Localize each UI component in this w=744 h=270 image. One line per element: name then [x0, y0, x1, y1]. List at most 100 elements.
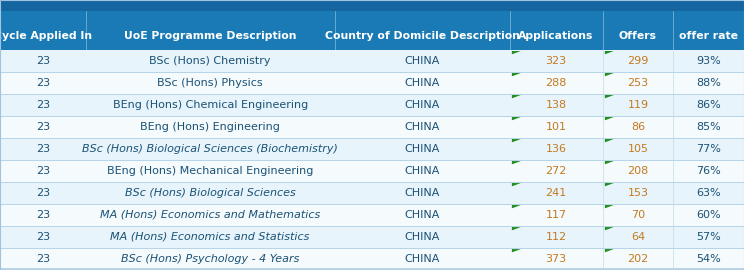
Bar	[335, 116, 510, 138]
Bar	[86, 94, 335, 116]
Bar	[0, 182, 86, 204]
Bar	[0, 0, 744, 11]
Text: CHINA: CHINA	[405, 56, 440, 66]
Text: UoE Programme Description: UoE Programme Description	[124, 31, 296, 41]
Text: 76%: 76%	[696, 166, 721, 176]
Text: 373: 373	[545, 254, 567, 264]
Bar	[86, 116, 335, 138]
Text: 93%: 93%	[696, 56, 721, 66]
Polygon shape	[512, 183, 521, 186]
Polygon shape	[605, 249, 614, 252]
Polygon shape	[512, 95, 521, 98]
Bar	[603, 248, 673, 270]
Bar	[510, 72, 603, 94]
Bar	[0, 138, 86, 160]
Bar	[335, 182, 510, 204]
Text: Applications: Applications	[519, 31, 594, 41]
Text: 23: 23	[36, 56, 50, 66]
Text: 153: 153	[627, 188, 649, 198]
Bar	[673, 11, 744, 50]
Text: CHINA: CHINA	[405, 188, 440, 198]
Polygon shape	[512, 73, 521, 76]
Bar	[510, 160, 603, 182]
Text: BSc (Hons) Chemistry: BSc (Hons) Chemistry	[150, 56, 271, 66]
Bar	[86, 50, 335, 72]
Bar	[335, 94, 510, 116]
Bar	[86, 226, 335, 248]
Bar	[510, 11, 603, 50]
Text: BSc (Hons) Biological Sciences (Biochemistry): BSc (Hons) Biological Sciences (Biochemi…	[83, 144, 338, 154]
Text: 323: 323	[545, 56, 567, 66]
Bar	[510, 138, 603, 160]
Bar	[335, 204, 510, 226]
Text: offer rate: offer rate	[679, 31, 738, 41]
Text: CHINA: CHINA	[405, 232, 440, 242]
Polygon shape	[605, 73, 614, 76]
Bar	[510, 182, 603, 204]
Bar	[673, 94, 744, 116]
Text: 23: 23	[36, 232, 50, 242]
Text: Offers: Offers	[619, 31, 657, 41]
Bar	[335, 138, 510, 160]
Text: 57%: 57%	[696, 232, 721, 242]
Text: CHINA: CHINA	[405, 144, 440, 154]
Polygon shape	[605, 139, 614, 142]
Polygon shape	[605, 161, 614, 164]
Text: 202: 202	[627, 254, 649, 264]
Bar	[673, 50, 744, 72]
Text: 54%: 54%	[696, 254, 721, 264]
Bar	[0, 248, 86, 270]
Text: 253: 253	[627, 78, 649, 88]
Text: CHINA: CHINA	[405, 166, 440, 176]
Bar	[0, 50, 86, 72]
Polygon shape	[605, 205, 614, 208]
Text: 23: 23	[36, 100, 50, 110]
Polygon shape	[605, 51, 614, 54]
Bar	[0, 226, 86, 248]
Bar	[86, 248, 335, 270]
Text: 23: 23	[36, 166, 50, 176]
Text: BEng (Hons) Mechanical Engineering: BEng (Hons) Mechanical Engineering	[107, 166, 313, 176]
Text: CHINA: CHINA	[405, 210, 440, 220]
Bar	[603, 226, 673, 248]
Bar	[673, 160, 744, 182]
Text: 23: 23	[36, 78, 50, 88]
Text: BSc (Hons) Biological Sciences: BSc (Hons) Biological Sciences	[125, 188, 295, 198]
Text: CHINA: CHINA	[405, 78, 440, 88]
Bar	[603, 204, 673, 226]
Text: 86: 86	[631, 122, 645, 132]
Text: 105: 105	[627, 144, 649, 154]
Bar	[86, 160, 335, 182]
Text: 117: 117	[545, 210, 567, 220]
Text: BEng (Hons) Engineering: BEng (Hons) Engineering	[140, 122, 280, 132]
Text: MA (Hons) Economics and Mathematics: MA (Hons) Economics and Mathematics	[100, 210, 321, 220]
Polygon shape	[605, 117, 614, 120]
Bar	[510, 204, 603, 226]
Text: 64: 64	[631, 232, 645, 242]
Text: 23: 23	[36, 144, 50, 154]
Polygon shape	[512, 205, 521, 208]
Text: 86%: 86%	[696, 100, 721, 110]
Text: 85%: 85%	[696, 122, 721, 132]
Bar	[86, 204, 335, 226]
Text: 299: 299	[627, 56, 649, 66]
Bar	[603, 160, 673, 182]
Bar	[0, 204, 86, 226]
Bar	[0, 94, 86, 116]
Text: CHINA: CHINA	[405, 100, 440, 110]
Bar	[335, 248, 510, 270]
Text: 272: 272	[545, 166, 567, 176]
Bar	[0, 72, 86, 94]
Bar	[0, 160, 86, 182]
Bar	[603, 138, 673, 160]
Bar	[510, 248, 603, 270]
Text: 23: 23	[36, 254, 50, 264]
Text: 23: 23	[36, 210, 50, 220]
Text: 70: 70	[631, 210, 645, 220]
Text: 23: 23	[36, 188, 50, 198]
Text: BEng (Hons) Chemical Engineering: BEng (Hons) Chemical Engineering	[112, 100, 308, 110]
Text: 77%: 77%	[696, 144, 721, 154]
Polygon shape	[605, 183, 614, 186]
Text: 138: 138	[545, 100, 567, 110]
Bar	[86, 182, 335, 204]
